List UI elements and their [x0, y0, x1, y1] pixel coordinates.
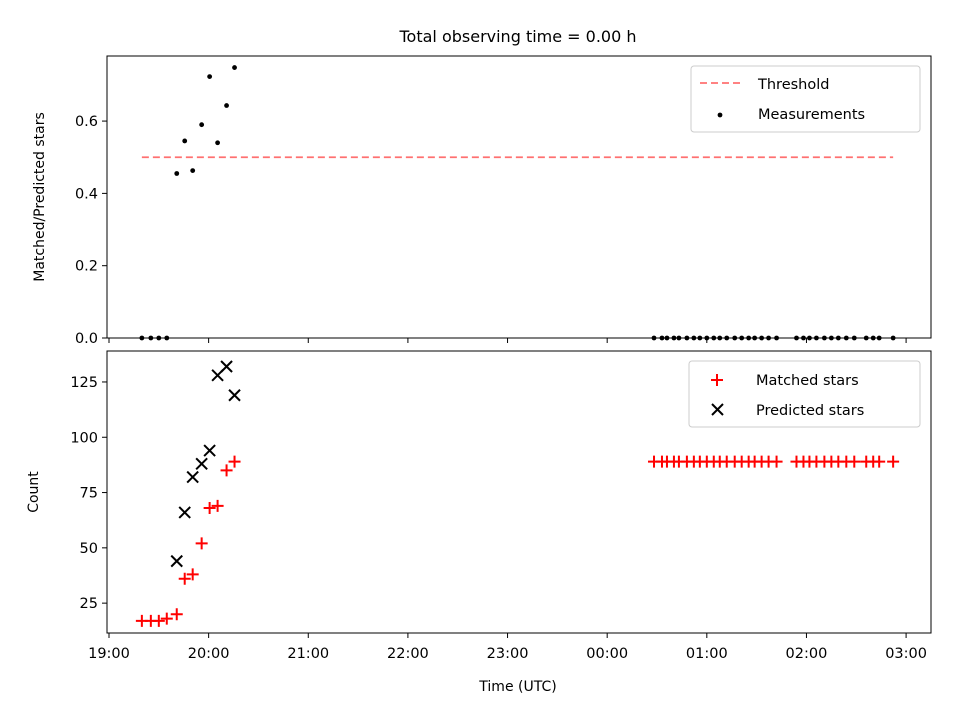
matched-star-point — [152, 614, 165, 627]
predicted-star-point — [195, 457, 208, 471]
bottom-y-tick-label: 75 — [80, 486, 98, 502]
measurement-point — [190, 168, 196, 174]
top-axes-frame — [106, 55, 932, 339]
matched-star-point — [770, 455, 783, 468]
bottom-y-tick-label: 125 — [70, 375, 98, 391]
x-tick-label: 20:00 — [188, 646, 230, 662]
matched-star-point — [848, 455, 861, 468]
x-tick-label: 02:00 — [786, 646, 828, 662]
x-tick-label: 21:00 — [287, 646, 329, 662]
bottom-legend-box — [688, 360, 921, 428]
figure-title: Total observing time = 0.00 h — [398, 27, 636, 46]
top-ylabel: Matched/Predicted stars — [32, 112, 48, 282]
x-axis-label: Time (UTC) — [478, 679, 556, 695]
predicted-star-point — [178, 506, 191, 519]
top-y-tick-label: 0.4 — [75, 186, 98, 202]
matched-star-point — [220, 464, 233, 477]
matched-star-point — [186, 568, 199, 581]
measurement-point — [174, 171, 180, 176]
predicted-star-point — [203, 444, 216, 457]
bottom-panel: Count 25 50 75 100 125 19:00 20:00 21:00 22:00 2… — [26, 350, 932, 695]
matched-legend-label: Matched stars — [756, 373, 859, 389]
predicted-star-point — [186, 470, 199, 484]
top-panel: Matched/Predicted stars 0.0 0.2 0.4 0.6 Thr… — [32, 55, 932, 347]
matched-star-point — [178, 572, 191, 585]
bottom-ylabel: Count — [26, 471, 42, 513]
x-tick-label: 03:00 — [885, 646, 927, 662]
top-y-tick-label: 0.6 — [75, 114, 98, 130]
bottom-plot-area — [135, 360, 900, 627]
matched-star-point — [873, 455, 886, 468]
top-y-tick-label: 0.0 — [75, 331, 98, 347]
bottom-y-tick-label: 100 — [70, 430, 98, 446]
predicted-star-point — [170, 554, 183, 568]
measurement-point — [207, 74, 213, 80]
x-tick-label: 00:00 — [586, 646, 628, 662]
bottom-legend: Matched stars Predicted stars — [688, 360, 921, 428]
threshold-legend-label: Threshold — [757, 77, 829, 93]
matched-star-point — [203, 502, 216, 515]
measurement-point — [224, 103, 229, 108]
bottom-y-ticks: 25 50 75 100 125 — [70, 375, 107, 612]
predicted-legend-label: Predicted stars — [756, 403, 864, 419]
predicted-star-point — [228, 389, 241, 402]
predicted-star-point — [220, 360, 233, 373]
matched-star-point — [211, 499, 224, 512]
top-legend: Threshold Measurements — [690, 65, 921, 133]
matched-legend-swatch — [711, 374, 723, 386]
measurements-legend-swatch — [717, 112, 723, 118]
top-legend-box — [690, 65, 921, 133]
matched-star-point — [228, 455, 241, 468]
predicted-legend-swatch — [711, 403, 724, 416]
measurement-point — [199, 122, 205, 128]
top-y-tick-label: 0.2 — [75, 259, 98, 275]
bottom-y-tick-label: 25 — [80, 596, 98, 612]
x-tick-label: 19:00 — [88, 646, 130, 662]
top-y-ticks: 0.0 0.2 0.4 0.6 — [75, 114, 107, 347]
matched-star-point — [887, 455, 900, 468]
x-tick-label: 23:00 — [487, 646, 529, 662]
matched-star-point — [160, 612, 173, 625]
measurement-point — [232, 65, 237, 70]
bottom-y-tick-label: 50 — [80, 541, 98, 557]
matched-star-point — [170, 608, 183, 621]
bottom-x-ticks: 19:00 20:00 21:00 22:00 23:00 00:00 01:00 02:00… — [88, 633, 927, 662]
top-x-ticks — [108, 338, 907, 343]
matched-star-point — [195, 537, 208, 550]
x-tick-label: 22:00 — [387, 646, 429, 662]
measurement-point — [215, 140, 220, 146]
measurements-legend-label: Measurements — [758, 107, 865, 123]
x-tick-label: 01:00 — [686, 646, 728, 662]
measurement-point — [182, 138, 188, 144]
bottom-axes-frame — [106, 350, 932, 634]
